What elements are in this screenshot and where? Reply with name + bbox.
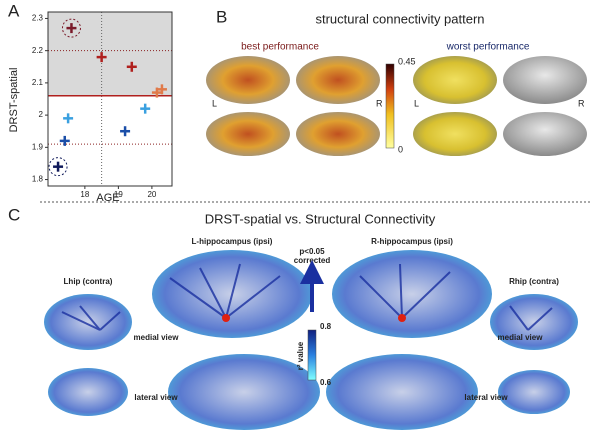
view-label: medial view	[498, 333, 544, 342]
data-point	[120, 126, 131, 137]
data-point	[96, 52, 107, 63]
side-label: R	[376, 98, 383, 108]
brain	[168, 354, 320, 430]
view-title: R-hippocampus (ipsi)	[371, 237, 453, 246]
x-tick-label: 19	[114, 190, 123, 199]
view-label: lateral view	[464, 393, 508, 402]
side-label: L	[212, 98, 217, 108]
brain	[296, 56, 380, 104]
scatter-plot: 1.8 1.9 2 2.1 2.2 2.3 18 19 20	[32, 11, 173, 199]
colorbar-tick: 0	[398, 144, 403, 154]
brain	[498, 370, 570, 414]
colorbar-tick: 0.6	[320, 378, 332, 387]
brain	[48, 368, 128, 416]
brain	[413, 56, 497, 104]
panel-label: A	[8, 1, 20, 20]
brain	[503, 112, 587, 156]
group-title: worst performance	[446, 42, 530, 53]
significance: p<0.05	[299, 247, 325, 256]
brain	[413, 112, 497, 156]
brain	[503, 56, 587, 104]
y-tick-label: 2.2	[32, 46, 44, 55]
y-tick-label: 2.1	[32, 78, 44, 87]
brain	[332, 250, 492, 338]
data-point	[126, 61, 137, 72]
data-point	[61, 18, 81, 38]
x-tick-label: 18	[80, 190, 89, 199]
view-label: medial view	[134, 333, 180, 342]
plot-frame	[47, 11, 173, 187]
panel-label: B	[216, 7, 227, 26]
data-point	[59, 135, 70, 146]
brain	[206, 112, 290, 156]
data-point	[63, 113, 74, 124]
brain	[206, 56, 290, 104]
brain	[296, 112, 380, 156]
y-axis-label: DRST-spatial	[8, 68, 20, 133]
brain	[44, 294, 132, 350]
y-tick-label: 1.8	[32, 175, 44, 184]
data-point	[48, 157, 68, 177]
panel-title: structural connectivity pattern	[315, 11, 484, 26]
group-title: best performance	[241, 42, 319, 53]
view-label: lateral view	[134, 393, 178, 402]
view-title: Lhip (contra)	[64, 277, 113, 286]
colorbar-label: r² value	[296, 341, 305, 370]
panel-title: DRST-spatial vs. Structural Connectivity	[205, 211, 436, 226]
view-title: L-hippocampus (ipsi)	[192, 237, 273, 246]
side-label: R	[578, 98, 585, 108]
side-label: L	[414, 98, 419, 108]
highlight-circle	[48, 157, 68, 177]
brain-images	[44, 250, 578, 430]
view-title: Rhip (contra)	[509, 277, 559, 286]
data-point	[156, 84, 167, 95]
data-point	[140, 103, 151, 114]
panel-label: C	[8, 205, 20, 224]
y-tick-label: 2.3	[32, 14, 44, 23]
y-tick-label: 2	[39, 110, 44, 119]
colorbar	[385, 63, 395, 149]
colorbar-tick: 0.8	[320, 322, 332, 331]
brain	[326, 354, 478, 430]
shaded-region	[48, 12, 172, 96]
brain-images	[206, 56, 587, 156]
colorbar-tick: 0.45	[398, 56, 416, 66]
colorbar	[307, 329, 317, 381]
x-axis-label: AGE	[96, 192, 119, 204]
significance: corrected	[294, 256, 331, 265]
data-point	[151, 87, 162, 98]
x-tick-label: 20	[147, 190, 156, 199]
highlight-circle	[61, 18, 81, 38]
y-tick-label: 1.9	[32, 142, 44, 151]
